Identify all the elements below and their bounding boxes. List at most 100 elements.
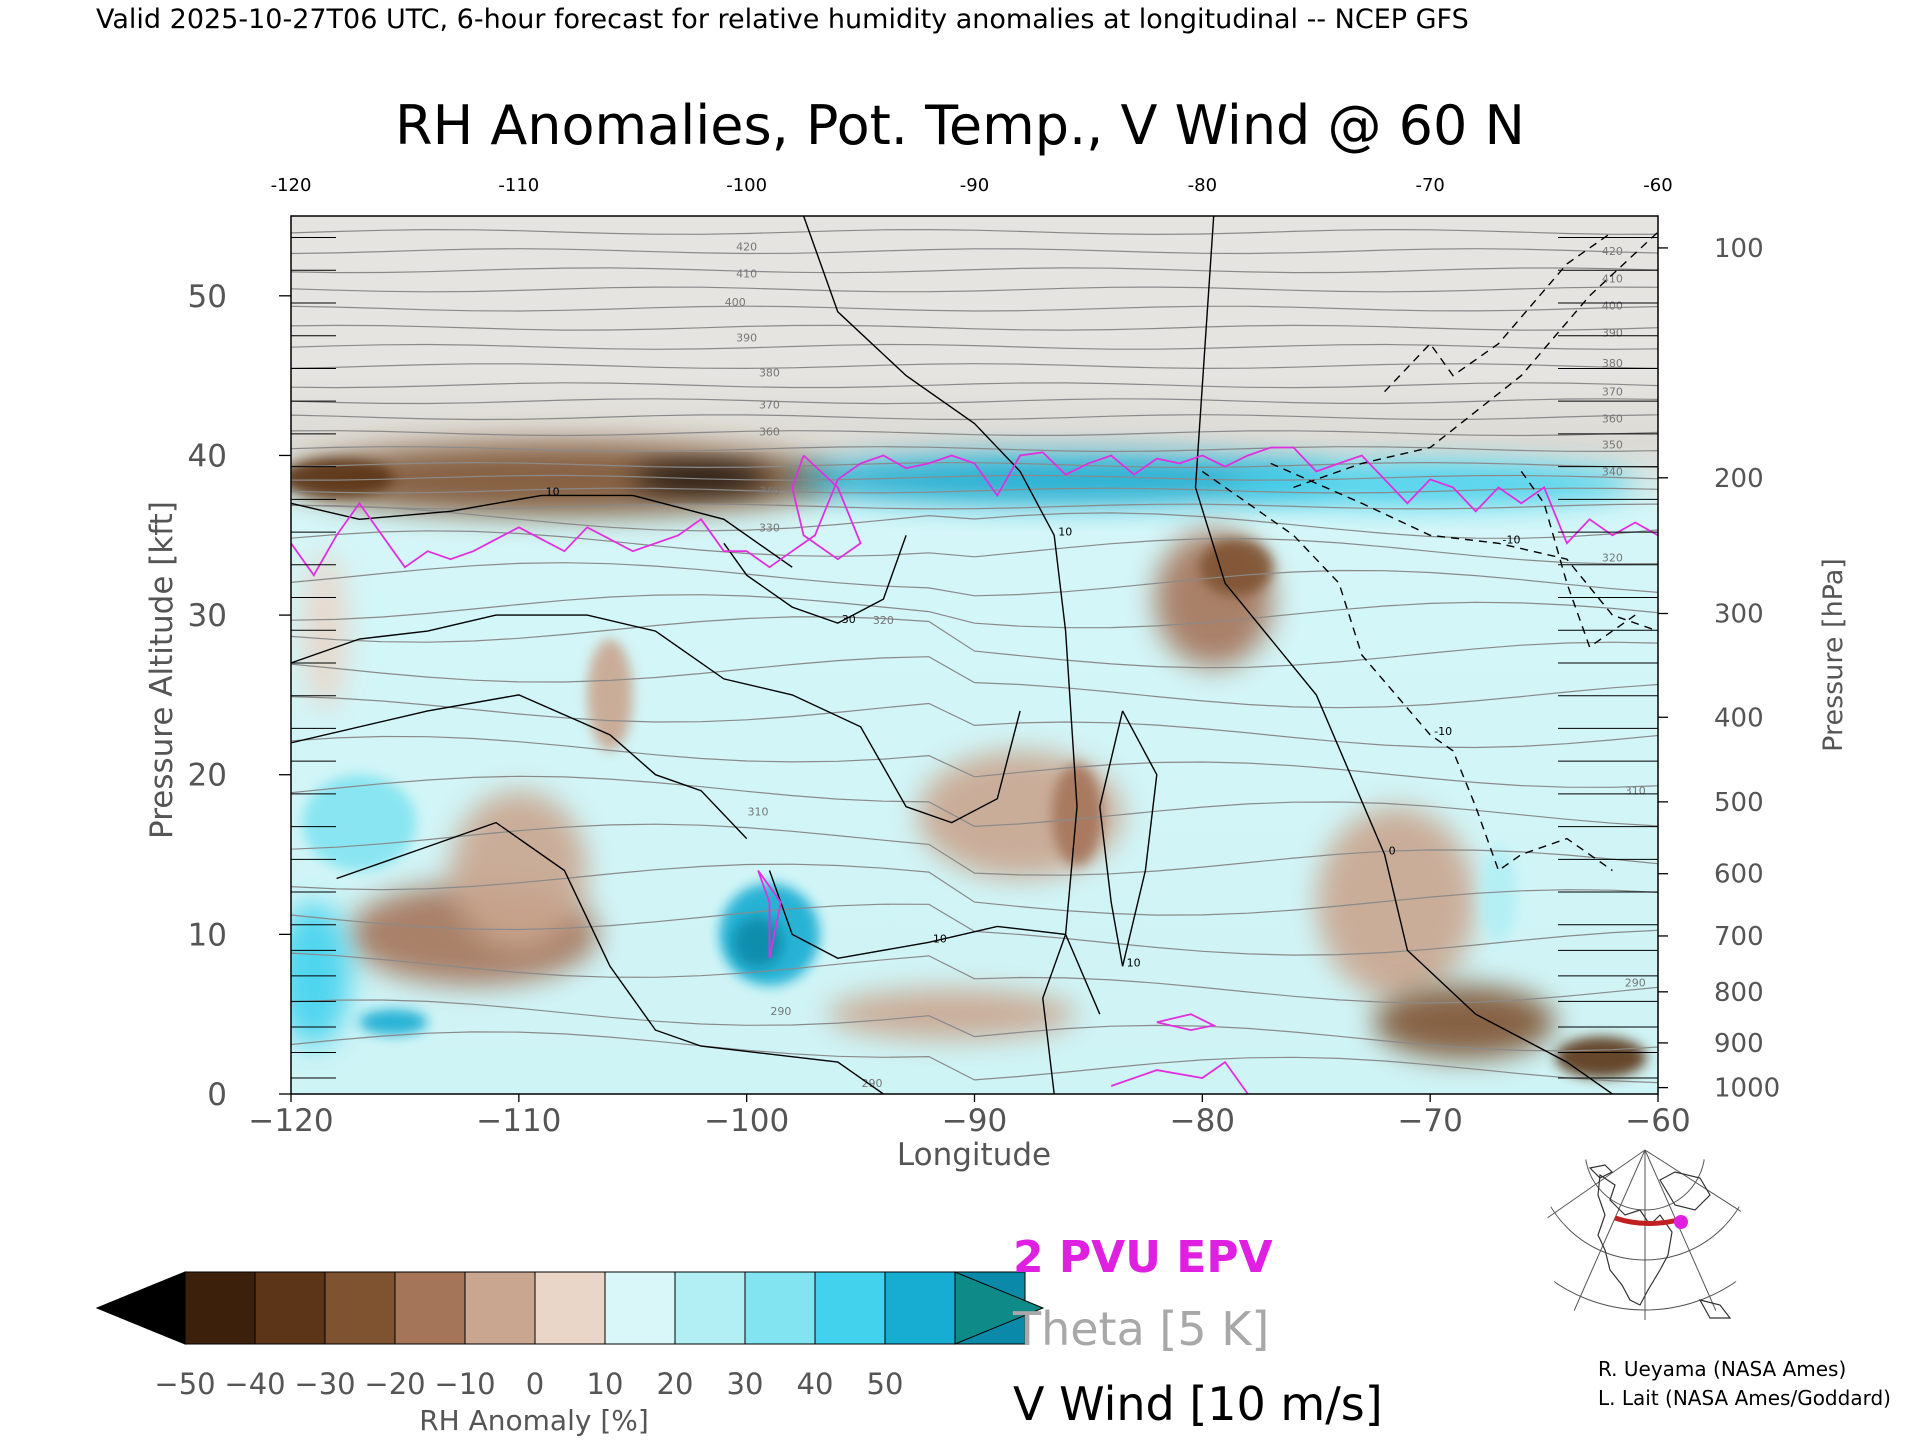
theta-label: 330 — [759, 521, 780, 534]
theta-line — [291, 228, 1658, 236]
theta-label: 340 — [1602, 465, 1623, 478]
legend-theta: Theta [5 K] — [1012, 1302, 1269, 1356]
v-wind-contour — [1270, 462, 1658, 632]
v-wind-contour — [291, 694, 748, 840]
theta-line — [291, 503, 1658, 510]
v-wind-label: 30 — [842, 613, 856, 626]
anomaly-cell — [1200, 538, 1273, 596]
credit-line-1: R. Ueyama (NASA Ames) — [1598, 1357, 1846, 1381]
colorbar-cell — [394, 1271, 466, 1345]
epv-feature — [791, 454, 862, 561]
v-wind-contour — [291, 614, 1021, 824]
anomaly-cell — [1480, 846, 1517, 943]
left-tick-label: 20 — [188, 758, 227, 794]
location-marker — [1674, 1215, 1688, 1229]
anomaly-cell — [450, 790, 588, 951]
theta-label: 290 — [770, 1005, 791, 1018]
v-wind-label: 0 — [1389, 845, 1396, 858]
v-wind-contour — [1293, 231, 1658, 489]
v-wind-contours: 0 10 10 10 10 30 -10 -10 — [291, 216, 1658, 1094]
v-wind-label: 10 — [1058, 525, 1072, 538]
theta-line — [291, 656, 1658, 709]
right-tick-label: 1000 — [1714, 1074, 1780, 1104]
legend-epv: 2 PVU EPV — [1013, 1232, 1273, 1283]
theta-line — [291, 474, 1658, 481]
v-wind-contour — [1194, 216, 1613, 1094]
theta-line — [291, 530, 1658, 565]
top-tick-label: -100 — [726, 175, 767, 196]
epv-feature — [1156, 1013, 1217, 1032]
theta-line — [291, 775, 1658, 828]
theta-line — [291, 267, 1658, 274]
theta-line — [291, 594, 1658, 629]
colorbar-tick-label: −50 — [154, 1367, 215, 1401]
anomaly-cell — [359, 1009, 428, 1035]
anomaly-cell — [302, 774, 417, 871]
anomaly-cell — [1373, 985, 1556, 1059]
theta-line — [291, 562, 1658, 597]
legend-vwind: V Wind [10 m/s] — [1013, 1377, 1383, 1431]
theta-label: 410 — [736, 267, 757, 280]
top-axis-ticks: -120 -110 -100 -90 -80 -70 -60 — [271, 175, 1673, 196]
colorbar-cell — [464, 1271, 536, 1345]
top-tick-label: -120 — [271, 175, 312, 196]
theta-line — [291, 863, 1658, 916]
theta-line — [291, 487, 1658, 494]
theta-line — [291, 999, 1658, 1052]
anomaly-cell — [587, 639, 633, 751]
y-axis-label-right: Pressure [hPa] — [1818, 558, 1849, 752]
epv-feature — [757, 869, 782, 959]
colorbar-tick-label: −40 — [224, 1367, 285, 1401]
theta-line — [291, 343, 1658, 350]
right-tick-label: 400 — [1714, 703, 1764, 733]
colorbar-cell — [884, 1271, 956, 1345]
section-line — [1614, 1215, 1679, 1227]
v-wind-label: 10 — [546, 485, 560, 498]
anomaly-cell — [632, 465, 770, 491]
theta-line — [291, 504, 1658, 539]
top-tick-label: -110 — [498, 175, 539, 196]
theta-label: 380 — [759, 366, 780, 379]
colorbar-cell — [674, 1271, 746, 1345]
v-wind-contour — [1099, 710, 1158, 967]
theta-label: 290 — [861, 1077, 882, 1090]
x-axis-label: Longitude — [897, 1137, 1051, 1173]
v-wind-label: 10 — [933, 932, 947, 945]
theta-label: 370 — [1602, 386, 1623, 399]
v-wind-contour — [336, 821, 884, 1094]
theta-label: 400 — [725, 296, 746, 309]
colorbar-label: RH Anomaly [%] — [419, 1404, 649, 1437]
theta-label: 370 — [759, 398, 780, 411]
theta-line — [291, 430, 1658, 437]
left-axis-ticks: 0 10 20 30 40 50 — [188, 237, 336, 1113]
colorbar-cell — [744, 1271, 816, 1345]
colorbar-tick-label: −20 — [364, 1367, 425, 1401]
theta-label: 390 — [736, 331, 757, 344]
right-tick-label: 500 — [1714, 788, 1764, 818]
right-tick-label: 200 — [1714, 464, 1764, 494]
theta-line — [291, 324, 1658, 331]
chart-title: RH Anomalies, Pot. Temp., V Wind @ 60 N — [395, 94, 1525, 157]
v-wind-label: -10 — [1503, 533, 1521, 546]
theta-label: 310 — [1625, 785, 1646, 798]
v-wind-contour — [802, 216, 1078, 1094]
colorbar-cell — [814, 1271, 886, 1345]
bottom-tick-label: −60 — [1625, 1103, 1690, 1139]
theta-label: 320 — [873, 614, 894, 627]
theta-label: 320 — [1602, 552, 1623, 565]
top-tick-label: -60 — [1643, 175, 1672, 196]
theta-line — [291, 952, 1658, 1004]
v-wind-contour — [1384, 231, 1613, 393]
theta-line — [291, 382, 1658, 389]
theta-line — [291, 823, 1658, 876]
theta-line — [291, 286, 1658, 293]
theta-label: 360 — [759, 426, 780, 439]
top-tick-label: -90 — [960, 175, 989, 196]
colorbar-cell — [254, 1271, 326, 1345]
v-wind-label: 10 — [1127, 956, 1141, 969]
top-tick-label: -70 — [1415, 175, 1444, 196]
theta-line — [291, 1031, 1658, 1084]
v-wind-contour — [1201, 470, 1613, 872]
bottom-tick-label: −120 — [248, 1103, 333, 1139]
